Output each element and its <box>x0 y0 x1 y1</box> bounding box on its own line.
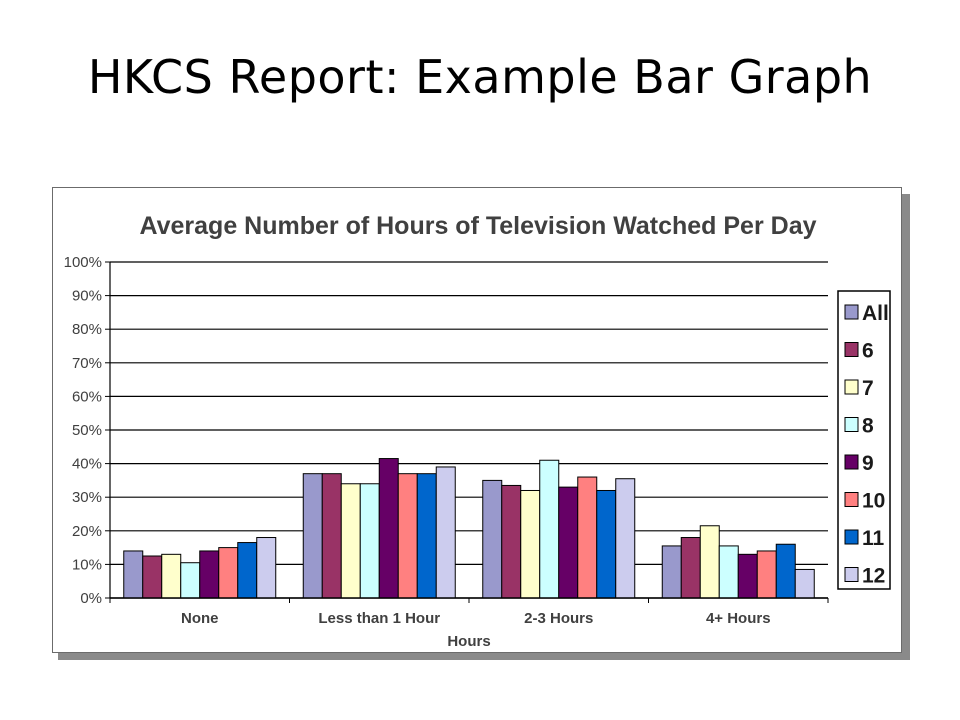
y-axis: 0% 10% 20% 30% 40% 50% 60% 70% 80% 90% 100% <box>64 254 111 607</box>
bar <box>302 473 323 599</box>
y-tick-label: 10% <box>72 556 102 573</box>
bar <box>680 537 701 599</box>
bar <box>756 550 777 599</box>
bar <box>123 550 144 599</box>
y-tick-label: 40% <box>72 456 102 473</box>
x-axis-categories: None Less than 1 Hour 2-3 Hours 4+ Hours <box>109 597 829 627</box>
bar <box>142 555 163 599</box>
x-category-label: 2-3 Hours <box>524 610 593 627</box>
y-tick-label: 60% <box>72 388 102 405</box>
y-tick-label: 90% <box>72 288 102 305</box>
bar <box>775 543 796 599</box>
bar <box>520 489 541 599</box>
bar <box>237 542 258 599</box>
bar <box>699 525 720 599</box>
slide-title: HKCS Report: Example Bar Graph <box>87 50 873 104</box>
y-tick-label: 70% <box>72 355 102 372</box>
y-tick-label: 30% <box>72 489 102 506</box>
x-category-label: None <box>181 610 219 627</box>
bar <box>661 545 682 599</box>
legend-swatch <box>844 529 859 545</box>
bar <box>482 479 503 599</box>
bar <box>416 473 437 599</box>
bar <box>321 473 342 599</box>
y-tick-label: 80% <box>72 321 102 338</box>
bar <box>397 473 418 599</box>
legend-label: 12 <box>862 565 885 588</box>
legend-swatch <box>844 417 859 432</box>
bar <box>539 459 560 599</box>
legend-label: 6 <box>862 340 874 363</box>
bar <box>596 489 617 599</box>
bars <box>123 458 815 599</box>
legend-label: 10 <box>862 490 885 513</box>
legend-swatch <box>844 379 859 395</box>
bar <box>256 537 277 599</box>
bar <box>199 550 220 599</box>
legend-label: All <box>862 302 889 325</box>
x-category-label: 4+ Hours <box>706 610 771 627</box>
legend-swatch <box>844 304 859 320</box>
y-tick-label: 0% <box>80 590 102 607</box>
y-tick-label: 50% <box>72 422 102 439</box>
chart-title: Average Number of Hours of Television Wa… <box>139 212 816 240</box>
legend-swatch <box>844 567 859 582</box>
bar <box>615 478 636 599</box>
bar <box>435 466 456 599</box>
bar <box>718 545 739 599</box>
legend-swatch <box>844 342 859 357</box>
legend-swatch <box>844 454 859 470</box>
legend: All 6 7 8 9 10 11 12 <box>837 290 891 590</box>
legend-label: 7 <box>862 377 874 400</box>
bar <box>161 553 182 599</box>
y-tick-label: 100% <box>64 254 102 271</box>
bar <box>180 562 201 599</box>
bar <box>340 483 361 599</box>
bar <box>794 568 815 599</box>
bar <box>359 483 380 599</box>
bar <box>378 458 399 599</box>
legend-label: 9 <box>862 452 874 475</box>
bar <box>218 547 239 599</box>
bar <box>737 553 758 599</box>
x-axis-label: Hours <box>447 633 490 650</box>
x-category-label: Less than 1 Hour <box>318 610 440 627</box>
bar <box>558 486 579 599</box>
legend-label: 11 <box>862 527 885 550</box>
bar <box>501 484 522 599</box>
bar <box>577 476 598 599</box>
legend-label: 8 <box>862 415 874 438</box>
legend-swatch <box>844 492 859 507</box>
y-tick-label: 20% <box>72 523 102 540</box>
